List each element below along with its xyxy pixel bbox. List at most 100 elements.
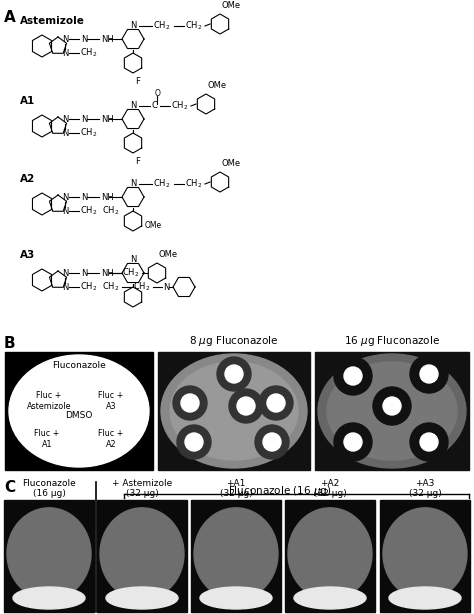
Text: (32 μg): (32 μg) — [126, 489, 158, 498]
Text: (32 μg): (32 μg) — [314, 489, 346, 498]
Text: O: O — [155, 88, 161, 98]
Text: N: N — [130, 255, 136, 265]
Text: NH: NH — [101, 114, 114, 123]
Circle shape — [173, 386, 207, 420]
Text: $\rm CH_2$: $\rm CH_2$ — [80, 281, 97, 293]
Bar — [4, 500, 94, 612]
Text: A: A — [4, 10, 16, 25]
Text: N: N — [81, 34, 87, 44]
Text: +A1: +A1 — [226, 479, 246, 488]
Text: A2: A2 — [20, 174, 35, 184]
Text: +A3: +A3 — [415, 479, 435, 488]
Text: Fluconazole (16 $\mu$g): Fluconazole (16 $\mu$g) — [228, 484, 332, 498]
Text: NH: NH — [101, 34, 114, 44]
Ellipse shape — [288, 508, 372, 600]
Text: $\rm CH_2$: $\rm CH_2$ — [80, 126, 97, 139]
Circle shape — [237, 397, 255, 415]
Circle shape — [373, 387, 411, 425]
Text: C: C — [152, 101, 158, 111]
Bar — [97, 500, 187, 612]
Bar — [191, 500, 281, 612]
Ellipse shape — [100, 508, 184, 600]
Text: $\rm CH_2$: $\rm CH_2$ — [122, 266, 139, 279]
Circle shape — [420, 433, 438, 451]
Text: Fluc +
A2: Fluc + A2 — [98, 429, 124, 449]
Text: N: N — [62, 206, 68, 216]
Text: + Astemizole: + Astemizole — [112, 479, 172, 488]
Bar — [315, 352, 469, 470]
Text: $\rm CH_2$: $\rm CH_2$ — [153, 177, 170, 190]
Text: $\rm CH_2$: $\rm CH_2$ — [102, 204, 119, 217]
Text: $\rm CH_2$: $\rm CH_2$ — [80, 204, 97, 217]
Text: $\rm CH_2$: $\rm CH_2$ — [102, 281, 119, 293]
Text: $\rm CH_2$: $\rm CH_2$ — [185, 177, 202, 190]
Text: $\rm CH_2$: $\rm CH_2$ — [185, 20, 202, 33]
Ellipse shape — [161, 354, 307, 468]
Text: (32 μg): (32 μg) — [219, 489, 252, 498]
Text: OMe: OMe — [145, 222, 162, 230]
Ellipse shape — [170, 362, 298, 460]
Bar — [285, 500, 375, 612]
Circle shape — [185, 433, 203, 451]
Text: 16 $\mu$g Fluconazole: 16 $\mu$g Fluconazole — [344, 334, 440, 348]
Text: N: N — [163, 282, 169, 292]
Text: Astemizole: Astemizole — [20, 16, 85, 26]
Text: N: N — [62, 114, 68, 123]
Ellipse shape — [389, 587, 461, 609]
Bar — [380, 500, 470, 612]
Text: N: N — [130, 21, 136, 31]
Text: A3: A3 — [20, 250, 35, 260]
Ellipse shape — [318, 354, 466, 468]
Ellipse shape — [383, 508, 467, 600]
Text: 8 $\mu$g Fluconazole: 8 $\mu$g Fluconazole — [189, 334, 279, 348]
Text: C: C — [4, 480, 15, 495]
Circle shape — [181, 394, 199, 412]
Text: $\rm CH_2$: $\rm CH_2$ — [171, 99, 188, 112]
Ellipse shape — [200, 587, 272, 609]
Text: Fluconazole: Fluconazole — [22, 479, 76, 488]
Text: OMe: OMe — [222, 1, 241, 10]
Ellipse shape — [9, 355, 149, 467]
Ellipse shape — [327, 362, 457, 460]
Circle shape — [217, 357, 251, 391]
Text: (32 μg): (32 μg) — [409, 489, 441, 498]
Text: N: N — [81, 193, 87, 201]
Text: N: N — [62, 282, 68, 292]
Text: Fluconazole: Fluconazole — [52, 362, 106, 370]
Ellipse shape — [194, 508, 278, 600]
Circle shape — [263, 433, 281, 451]
Text: B: B — [4, 336, 16, 351]
Text: OMe: OMe — [222, 159, 241, 168]
Text: F: F — [135, 77, 140, 86]
Text: N: N — [62, 128, 68, 138]
Text: N: N — [62, 193, 68, 201]
Text: $\rm CH_2$: $\rm CH_2$ — [133, 281, 150, 293]
Text: $\rm CH_2$: $\rm CH_2$ — [80, 47, 97, 59]
Text: DMSO: DMSO — [65, 411, 93, 421]
Circle shape — [410, 355, 448, 393]
Circle shape — [255, 425, 289, 459]
Text: N: N — [62, 34, 68, 44]
Circle shape — [267, 394, 285, 412]
Circle shape — [420, 365, 438, 383]
Text: N: N — [130, 101, 136, 111]
Circle shape — [229, 389, 263, 423]
Text: NH: NH — [101, 268, 114, 278]
Text: N: N — [81, 114, 87, 123]
Circle shape — [334, 423, 372, 461]
Text: N: N — [81, 268, 87, 278]
Circle shape — [383, 397, 401, 415]
Bar — [158, 352, 310, 470]
Bar — [5, 352, 153, 470]
Text: N: N — [62, 268, 68, 278]
Text: OMe: OMe — [159, 250, 178, 259]
Circle shape — [259, 386, 293, 420]
Ellipse shape — [106, 587, 178, 609]
Circle shape — [344, 367, 362, 385]
Text: (16 μg): (16 μg) — [33, 489, 65, 498]
Text: Fluc +
Astemizole: Fluc + Astemizole — [27, 391, 71, 411]
Ellipse shape — [13, 587, 85, 609]
Ellipse shape — [294, 587, 366, 609]
Text: N: N — [130, 179, 136, 188]
Text: A1: A1 — [20, 96, 35, 106]
